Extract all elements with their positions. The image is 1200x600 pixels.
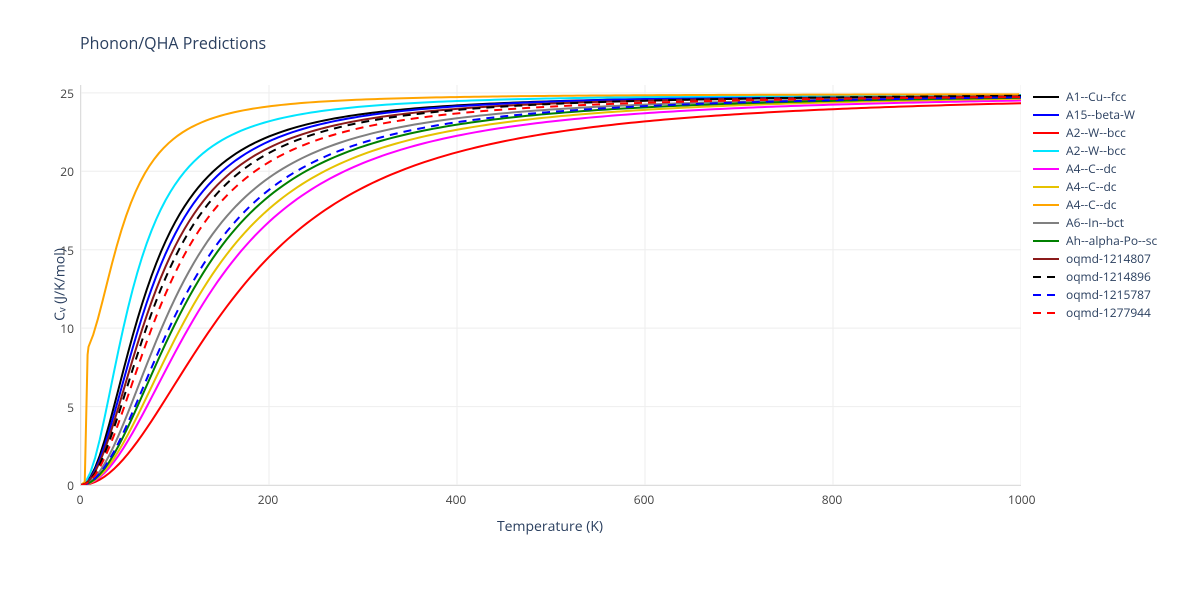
series-line[interactable] — [81, 95, 1021, 485]
legend-swatch — [1032, 181, 1060, 193]
y-tick-label: 10 — [46, 320, 74, 337]
legend-item[interactable]: A15--beta-W — [1032, 106, 1157, 124]
legend-item[interactable]: oqmd-1215787 — [1032, 286, 1157, 304]
chart-title: Phonon/QHA Predictions — [80, 32, 266, 54]
series-line[interactable] — [81, 97, 1021, 485]
series-line[interactable] — [81, 103, 1021, 485]
legend-label: A2--W--bcc — [1066, 142, 1126, 160]
legend-item[interactable]: A4--C--dc — [1032, 178, 1157, 196]
x-tick-label: 200 — [256, 491, 280, 508]
legend-item[interactable]: A1--Cu--fcc — [1032, 88, 1157, 106]
series-line[interactable] — [81, 97, 1021, 485]
series-line[interactable] — [81, 96, 1021, 485]
plot-area — [80, 85, 1021, 486]
chart-frame: Phonon/QHA Predictions Temperature (K) C… — [0, 0, 1200, 600]
legend-label: oqmd-1215787 — [1066, 286, 1151, 304]
y-tick-label: 0 — [46, 477, 74, 494]
legend-label: A1--Cu--fcc — [1066, 88, 1126, 106]
series-line[interactable] — [81, 95, 1021, 485]
legend-label: Ah--alpha-Po--sc — [1066, 232, 1157, 250]
series-line[interactable] — [81, 96, 1021, 485]
series-line[interactable] — [81, 97, 1021, 485]
y-tick-label: 25 — [46, 85, 74, 102]
y-tick-label: 5 — [46, 399, 74, 416]
series-line[interactable] — [81, 98, 1021, 485]
legend-label: oqmd-1277944 — [1066, 304, 1151, 322]
legend: A1--Cu--fccA15--beta-WA2--W--bccA2--W--b… — [1032, 88, 1157, 322]
legend-swatch — [1032, 199, 1060, 211]
legend-label: A4--C--dc — [1066, 178, 1117, 196]
series-line[interactable] — [81, 96, 1021, 485]
legend-swatch — [1032, 163, 1060, 175]
x-axis-label: Temperature (K) — [490, 517, 610, 536]
legend-item[interactable]: oqmd-1214896 — [1032, 268, 1157, 286]
x-tick-label: 800 — [820, 491, 844, 508]
legend-label: A4--C--dc — [1066, 160, 1117, 178]
x-tick-label: 1000 — [1008, 491, 1032, 508]
legend-item[interactable]: A2--W--bcc — [1032, 124, 1157, 142]
legend-swatch — [1032, 217, 1060, 229]
legend-item[interactable]: Ah--alpha-Po--sc — [1032, 232, 1157, 250]
series-line[interactable] — [81, 101, 1021, 485]
legend-label: A2--W--bcc — [1066, 124, 1126, 142]
x-tick-label: 600 — [632, 491, 656, 508]
legend-swatch — [1032, 289, 1060, 301]
legend-swatch — [1032, 253, 1060, 265]
y-tick-label: 15 — [46, 242, 74, 259]
legend-swatch — [1032, 109, 1060, 121]
legend-label: oqmd-1214896 — [1066, 268, 1151, 286]
legend-item[interactable]: oqmd-1277944 — [1032, 304, 1157, 322]
legend-label: oqmd-1214807 — [1066, 250, 1151, 268]
legend-swatch — [1032, 145, 1060, 157]
series-line[interactable] — [81, 99, 1021, 485]
x-tick-label: 400 — [444, 491, 468, 508]
legend-swatch — [1032, 271, 1060, 283]
series-line[interactable] — [81, 94, 1019, 485]
legend-label: A4--C--dc — [1066, 196, 1117, 214]
legend-swatch — [1032, 127, 1060, 139]
y-tick-label: 20 — [46, 163, 74, 180]
legend-swatch — [1032, 307, 1060, 319]
legend-swatch — [1032, 91, 1060, 103]
legend-item[interactable]: A6--In--bct — [1032, 214, 1157, 232]
legend-swatch — [1032, 235, 1060, 247]
legend-label: A6--In--bct — [1066, 214, 1124, 232]
legend-label: A15--beta-W — [1066, 106, 1135, 124]
legend-item[interactable]: oqmd-1214807 — [1032, 250, 1157, 268]
legend-item[interactable]: A4--C--dc — [1032, 160, 1157, 178]
legend-item[interactable]: A4--C--dc — [1032, 196, 1157, 214]
legend-item[interactable]: A2--W--bcc — [1032, 142, 1157, 160]
